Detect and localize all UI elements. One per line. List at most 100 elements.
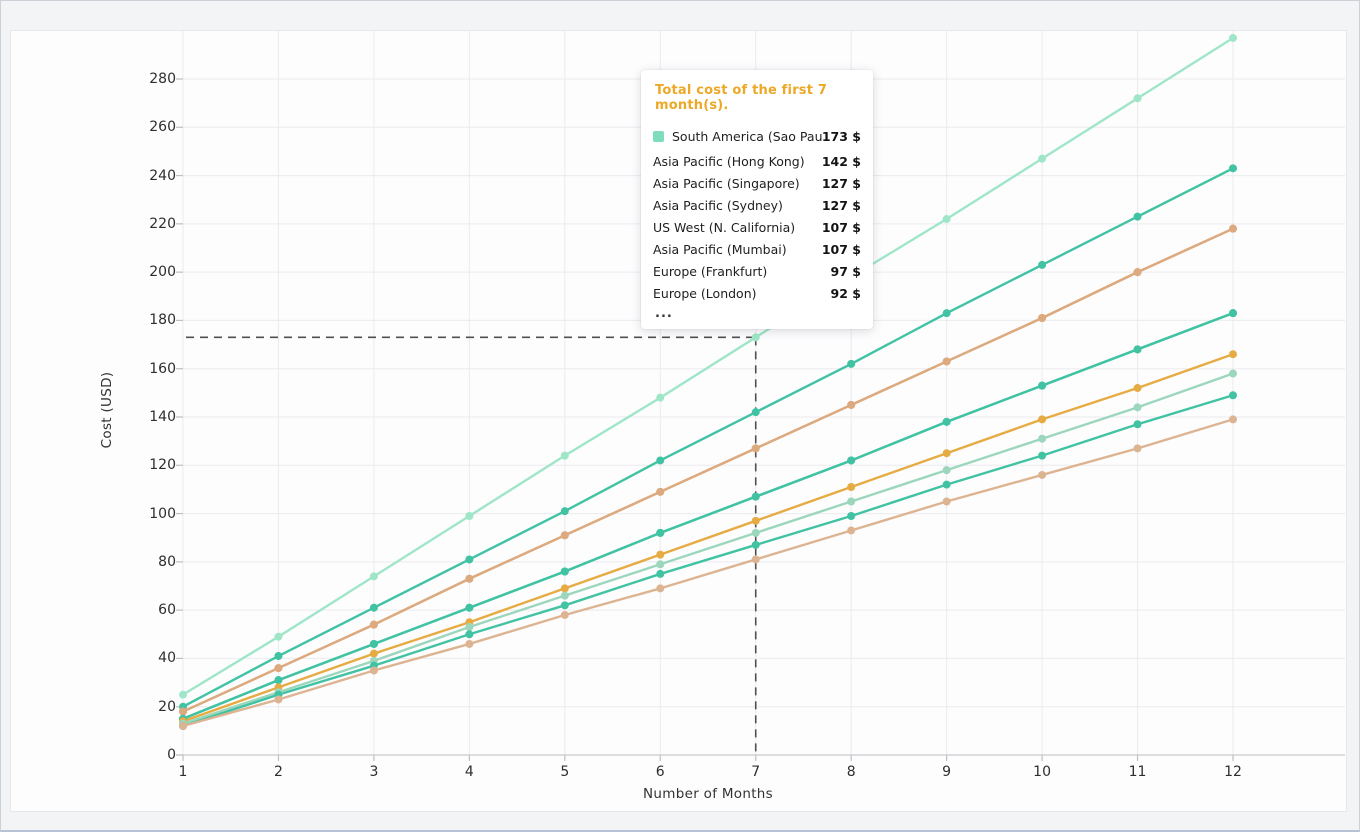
data-point[interactable] xyxy=(1133,268,1142,277)
data-point[interactable] xyxy=(1228,415,1237,424)
data-point[interactable] xyxy=(1133,212,1142,221)
tooltip-rows: South America (Sao Paulo)173 $ Asia Pacif… xyxy=(653,125,861,304)
y-tick-label: 140 xyxy=(149,408,176,425)
data-point[interactable] xyxy=(656,487,665,496)
data-point[interactable] xyxy=(1228,224,1237,233)
data-point[interactable] xyxy=(751,528,760,537)
data-point[interactable] xyxy=(560,451,569,460)
data-point[interactable] xyxy=(560,584,569,593)
data-point[interactable] xyxy=(465,511,474,520)
data-point[interactable] xyxy=(656,550,665,559)
data-point[interactable] xyxy=(465,630,474,639)
data-point[interactable] xyxy=(465,639,474,648)
data-point[interactable] xyxy=(847,511,856,520)
tooltip-series-label: South America (Sao Paulo) xyxy=(672,128,822,144)
tooltip-series-value: 142 $ xyxy=(821,153,861,169)
data-point[interactable] xyxy=(1133,444,1142,453)
data-point[interactable] xyxy=(465,603,474,612)
tooltip-row: Asia Pacific (Hong Kong) 142 $ xyxy=(653,150,861,172)
data-point[interactable] xyxy=(751,333,760,342)
data-point[interactable] xyxy=(1228,369,1237,378)
data-point[interactable] xyxy=(942,357,951,366)
data-point[interactable] xyxy=(656,528,665,537)
tooltip-series-value: 107 $ xyxy=(821,241,861,257)
data-point[interactable] xyxy=(1228,164,1237,173)
data-point[interactable] xyxy=(847,497,856,506)
data-point[interactable] xyxy=(1228,309,1237,318)
data-point[interactable] xyxy=(1038,434,1047,443)
data-point[interactable] xyxy=(1133,384,1142,393)
data-point[interactable] xyxy=(369,649,378,658)
data-point[interactable] xyxy=(560,507,569,516)
data-point[interactable] xyxy=(369,603,378,612)
data-point[interactable] xyxy=(942,497,951,506)
data-point[interactable] xyxy=(274,695,283,704)
data-point[interactable] xyxy=(751,444,760,453)
data-point[interactable] xyxy=(560,610,569,619)
data-point[interactable] xyxy=(942,449,951,458)
data-point[interactable] xyxy=(847,359,856,368)
data-point[interactable] xyxy=(847,526,856,535)
tooltip-row: US West (N. California) 107 $ xyxy=(653,216,861,238)
data-point[interactable] xyxy=(847,483,856,492)
data-point[interactable] xyxy=(274,652,283,661)
data-point[interactable] xyxy=(1038,154,1047,163)
data-point[interactable] xyxy=(656,560,665,569)
x-tick-label: 12 xyxy=(1224,764,1242,780)
data-point[interactable] xyxy=(1038,470,1047,479)
data-point[interactable] xyxy=(1228,33,1237,42)
data-point[interactable] xyxy=(656,456,665,465)
y-tick-label: 260 xyxy=(149,119,176,136)
data-point[interactable] xyxy=(942,215,951,224)
chart-tooltip: Total cost of the first 7 month(s). Sout… xyxy=(641,70,873,329)
data-point[interactable] xyxy=(274,676,283,685)
data-point[interactable] xyxy=(751,555,760,564)
data-point[interactable] xyxy=(942,480,951,489)
data-point[interactable] xyxy=(942,417,951,426)
data-point[interactable] xyxy=(179,722,187,731)
data-point[interactable] xyxy=(1228,391,1237,400)
tooltip-row: Asia Pacific (Singapore) 127 $ xyxy=(653,172,861,194)
data-point[interactable] xyxy=(274,632,283,641)
data-point[interactable] xyxy=(369,666,378,675)
data-point[interactable] xyxy=(942,466,951,475)
data-point[interactable] xyxy=(560,531,569,540)
data-point[interactable] xyxy=(1133,403,1142,412)
data-point[interactable] xyxy=(274,664,283,673)
data-point[interactable] xyxy=(847,456,856,465)
data-point[interactable] xyxy=(751,516,760,525)
data-point[interactable] xyxy=(1038,415,1047,424)
data-point[interactable] xyxy=(1038,451,1047,460)
data-point[interactable] xyxy=(656,569,665,578)
data-point[interactable] xyxy=(369,639,378,648)
data-point[interactable] xyxy=(465,623,474,632)
data-point[interactable] xyxy=(1038,381,1047,390)
tooltip-series-label: Europe (London) xyxy=(653,285,757,301)
data-point[interactable] xyxy=(1133,94,1142,103)
data-point[interactable] xyxy=(465,574,474,583)
data-point[interactable] xyxy=(1228,350,1237,359)
data-point[interactable] xyxy=(1133,345,1142,354)
data-point[interactable] xyxy=(560,567,569,576)
data-point[interactable] xyxy=(656,584,665,593)
x-tick-label: 11 xyxy=(1128,764,1147,780)
data-point[interactable] xyxy=(465,555,474,564)
data-point[interactable] xyxy=(179,690,187,699)
data-point[interactable] xyxy=(751,540,760,549)
data-point[interactable] xyxy=(179,707,187,716)
data-point[interactable] xyxy=(942,309,951,318)
data-point[interactable] xyxy=(560,591,569,600)
data-point[interactable] xyxy=(369,572,378,581)
data-point[interactable] xyxy=(369,620,378,629)
data-point[interactable] xyxy=(1038,260,1047,269)
data-point[interactable] xyxy=(656,393,665,402)
data-point[interactable] xyxy=(1038,314,1047,323)
data-point[interactable] xyxy=(1133,420,1142,429)
tooltip-series-label: Asia Pacific (Singapore) xyxy=(653,175,800,191)
tooltip-series-value: 92 $ xyxy=(830,285,861,301)
data-point[interactable] xyxy=(751,408,760,417)
data-point[interactable] xyxy=(847,400,856,409)
data-point[interactable] xyxy=(560,601,569,610)
data-point[interactable] xyxy=(751,492,760,501)
